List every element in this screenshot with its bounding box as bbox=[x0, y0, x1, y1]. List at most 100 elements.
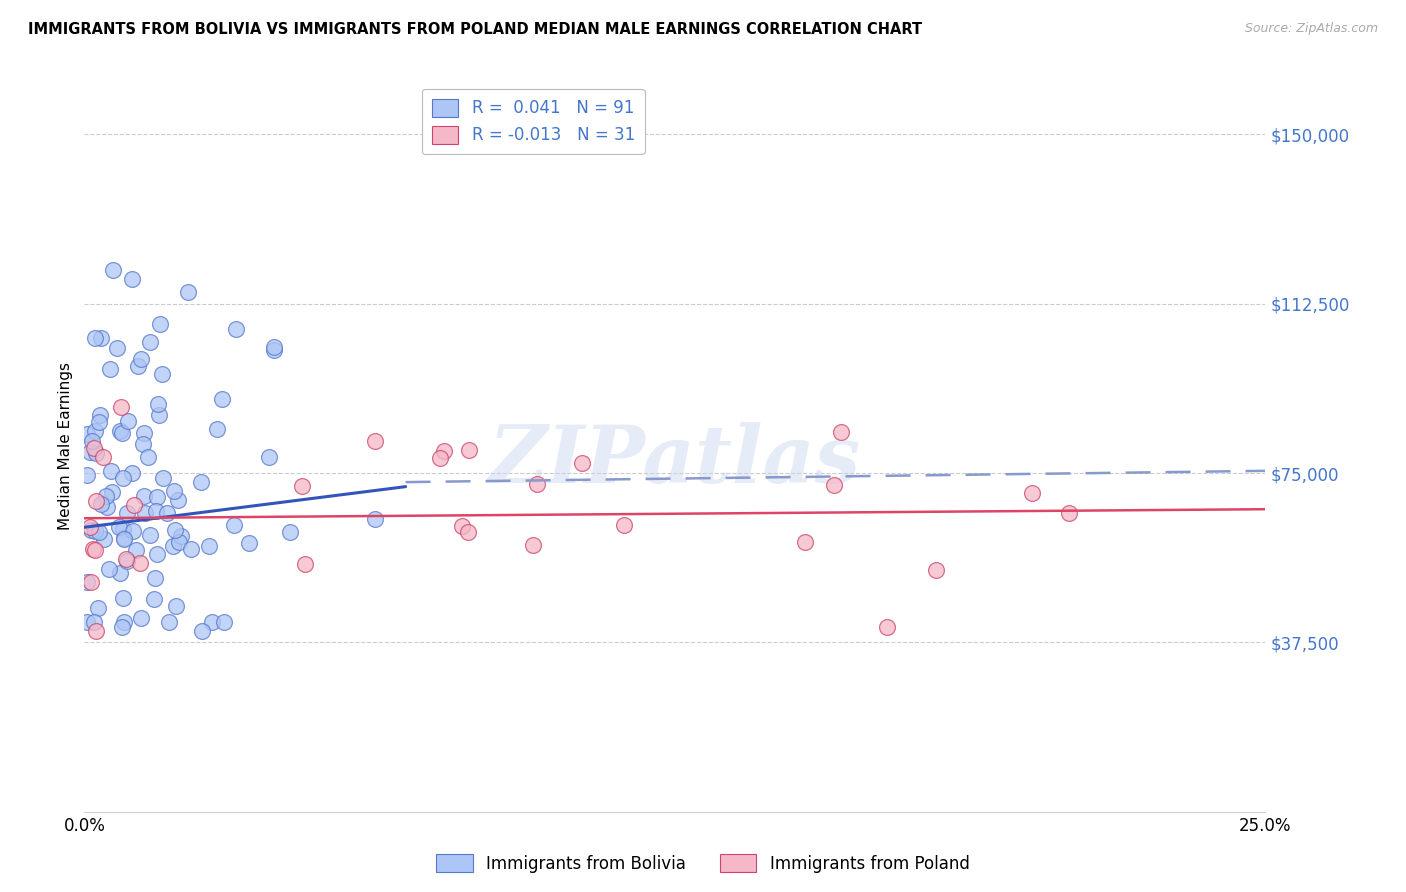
Point bbox=[112, 471, 135, 485]
Point bbox=[191, 624, 214, 639]
Point bbox=[105, 341, 128, 355]
Point bbox=[134, 489, 156, 503]
Point bbox=[148, 397, 170, 411]
Y-axis label: Median Male Earnings: Median Male Earnings bbox=[58, 362, 73, 530]
Point bbox=[125, 543, 148, 558]
Point bbox=[90, 331, 112, 345]
Point bbox=[876, 619, 898, 633]
Point bbox=[212, 615, 235, 629]
Text: IMMIGRANTS FROM BOLIVIA VS IMMIGRANTS FROM POLAND MEDIAN MALE EARNINGS CORRELATI: IMMIGRANTS FROM BOLIVIA VS IMMIGRANTS FR… bbox=[28, 22, 922, 37]
Point bbox=[148, 408, 170, 422]
Point bbox=[101, 484, 124, 499]
Point bbox=[108, 566, 131, 581]
Point bbox=[162, 539, 184, 553]
Point bbox=[257, 450, 280, 464]
Legend: Immigrants from Bolivia, Immigrants from Poland: Immigrants from Bolivia, Immigrants from… bbox=[430, 847, 976, 880]
Point bbox=[294, 557, 316, 571]
Point bbox=[84, 542, 107, 557]
Point bbox=[76, 426, 98, 441]
Point bbox=[152, 368, 174, 382]
Point bbox=[76, 575, 98, 590]
Point bbox=[201, 615, 224, 629]
Point bbox=[205, 422, 228, 436]
Point bbox=[131, 351, 153, 366]
Point bbox=[139, 335, 162, 350]
Point bbox=[291, 478, 314, 492]
Point bbox=[263, 343, 285, 357]
Point bbox=[112, 591, 135, 606]
Point bbox=[96, 500, 118, 514]
Point bbox=[114, 552, 136, 566]
Point bbox=[84, 446, 107, 460]
Point bbox=[80, 434, 103, 449]
Point bbox=[134, 425, 156, 440]
Point bbox=[82, 542, 104, 557]
Point bbox=[127, 359, 149, 373]
Point bbox=[76, 615, 98, 629]
Point bbox=[571, 456, 593, 470]
Point bbox=[115, 506, 138, 520]
Point bbox=[222, 518, 245, 533]
Point bbox=[165, 523, 187, 537]
Point bbox=[83, 331, 105, 345]
Point bbox=[162, 483, 184, 498]
Point bbox=[522, 538, 544, 552]
Point bbox=[83, 615, 105, 629]
Point bbox=[111, 426, 134, 441]
Point bbox=[170, 529, 193, 543]
Point bbox=[613, 518, 636, 533]
Point bbox=[167, 535, 190, 549]
Point bbox=[925, 563, 948, 577]
Point bbox=[111, 522, 134, 536]
Point bbox=[145, 504, 167, 518]
Point bbox=[146, 491, 169, 505]
Point bbox=[167, 493, 190, 508]
Point bbox=[433, 444, 456, 458]
Point bbox=[278, 524, 301, 539]
Point bbox=[121, 524, 143, 538]
Point bbox=[451, 518, 474, 533]
Point bbox=[87, 524, 110, 539]
Point bbox=[823, 478, 845, 492]
Point bbox=[112, 615, 135, 629]
Point bbox=[121, 466, 143, 480]
Point bbox=[129, 610, 152, 624]
Point bbox=[91, 450, 114, 465]
Point bbox=[101, 263, 124, 277]
Point bbox=[429, 451, 451, 466]
Point bbox=[122, 498, 145, 512]
Point bbox=[112, 533, 135, 547]
Point bbox=[121, 272, 143, 286]
Point bbox=[156, 507, 179, 521]
Point bbox=[225, 321, 247, 335]
Point bbox=[117, 554, 139, 568]
Point bbox=[145, 547, 167, 561]
Point bbox=[76, 468, 98, 483]
Point bbox=[90, 497, 112, 511]
Point bbox=[165, 599, 187, 614]
Point bbox=[93, 533, 115, 547]
Point bbox=[100, 464, 122, 478]
Legend: R =  0.041   N = 91, R = -0.013   N = 31: R = 0.041 N = 91, R = -0.013 N = 31 bbox=[422, 88, 645, 154]
Point bbox=[143, 591, 166, 606]
Point bbox=[134, 506, 156, 520]
Text: ZIPatlas: ZIPatlas bbox=[489, 422, 860, 500]
Point bbox=[79, 519, 101, 533]
Point bbox=[112, 531, 135, 545]
Point bbox=[157, 615, 180, 629]
Point bbox=[108, 425, 131, 439]
Point bbox=[94, 489, 117, 503]
Point bbox=[117, 414, 139, 428]
Text: Source: ZipAtlas.com: Source: ZipAtlas.com bbox=[1244, 22, 1378, 36]
Point bbox=[152, 470, 174, 484]
Point bbox=[79, 444, 101, 458]
Point bbox=[145, 571, 167, 585]
Point bbox=[190, 475, 212, 489]
Point bbox=[138, 450, 160, 465]
Point bbox=[363, 512, 385, 526]
Point bbox=[458, 442, 481, 457]
Point bbox=[80, 523, 103, 537]
Point bbox=[98, 362, 121, 376]
Point bbox=[84, 624, 107, 639]
Point bbox=[108, 520, 131, 534]
